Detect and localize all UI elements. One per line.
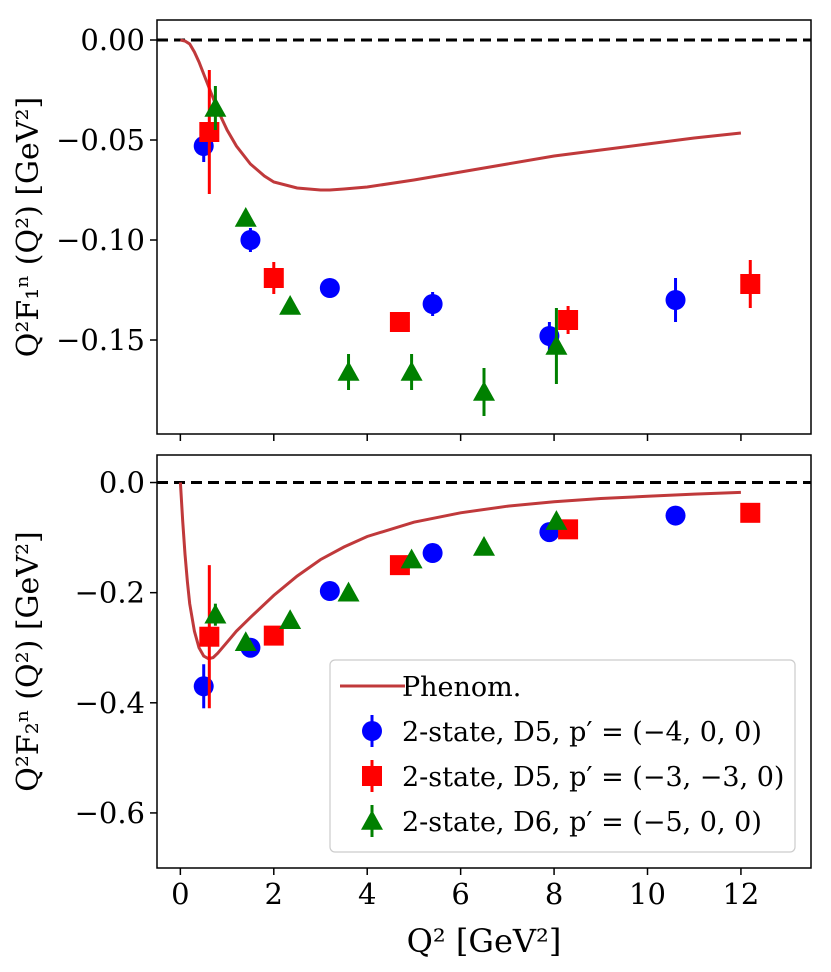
legend-label: 2-state, D5, p′ = (−4, 0, 0) <box>402 717 762 748</box>
triangle-data-point <box>234 631 257 652</box>
x-tick-label: 2 <box>265 877 283 911</box>
square-data-point <box>740 274 761 294</box>
phenom-curve <box>180 38 742 192</box>
legend-label: Phenom. <box>402 672 521 703</box>
legend-box <box>329 659 796 853</box>
top-panel-frame <box>156 19 812 435</box>
bottom-y-axis-label: Q²F₂ⁿ (Q²) [GeV²] <box>11 531 46 791</box>
triangle-data-point <box>204 603 227 624</box>
square-data-point <box>263 268 284 288</box>
x-tick-label: 4 <box>358 877 376 911</box>
triangle-data-point <box>473 535 495 556</box>
y-tick-label: −0.6 <box>75 796 145 830</box>
y-tick-label: −0.2 <box>75 576 145 610</box>
triangle-data-point <box>400 361 423 381</box>
top-panel: 0.00 −0.05 −0.10 −0.15 Q²F₁ⁿ (Q²) [GeV²] <box>11 19 812 441</box>
legend-square-swatch <box>362 766 382 786</box>
y-tick-label: −0.15 <box>56 323 145 357</box>
y-tick-label: 0.00 <box>80 23 145 57</box>
top-y-axis-label: Q²F₁ⁿ (Q²) [GeV²] <box>11 97 46 357</box>
circle-data-point <box>665 505 686 526</box>
legend-circle-swatch <box>362 721 382 741</box>
square-data-point <box>389 312 410 332</box>
circle-data-point <box>319 278 340 298</box>
legend-label: 2-state, D5, p′ = (−3, −3, 0) <box>402 762 784 793</box>
triangle-data-point <box>400 548 423 569</box>
triangle-data-point <box>545 335 568 355</box>
square-data-point <box>199 626 220 647</box>
triangle-data-point <box>337 361 360 381</box>
square-data-point <box>263 625 284 646</box>
bottom-panel-frame <box>156 454 812 869</box>
circle-data-point <box>665 290 686 310</box>
circle-data-point <box>422 543 443 564</box>
triangle-data-point <box>279 295 302 315</box>
square-data-point <box>389 555 410 576</box>
triangle-data-point <box>234 207 257 227</box>
triangle-data-point <box>473 381 495 401</box>
bottom-panel: 0.0 −0.2 −0.4 −0.6 0 2 4 6 8 10 12 Q²F₂ⁿ (Q²) [GeV… <box>11 454 812 960</box>
x-tick-label: 8 <box>545 877 563 911</box>
phenom-curve <box>178 482 741 661</box>
x-tick-label: 6 <box>451 877 469 911</box>
triangle-data-point <box>279 609 302 629</box>
square-data-point <box>558 310 579 330</box>
triangle-data-point <box>545 510 568 530</box>
y-tick-label: −0.4 <box>75 686 145 720</box>
legend: Phenom. 2-state, D5, p′ = (−4, 0, 0) 2-sta… <box>329 659 796 853</box>
circle-data-point <box>240 230 261 250</box>
circle-data-point <box>422 294 443 314</box>
y-tick-label: 0.0 <box>99 466 145 500</box>
y-tick-label: −0.10 <box>56 223 145 257</box>
legend-triangle-swatch <box>361 810 383 830</box>
circle-data-point <box>319 581 340 602</box>
legend-label: 2-state, D6, p′ = (−5, 0, 0) <box>402 807 762 838</box>
triangle-data-point <box>204 97 227 117</box>
triangle-data-point <box>337 581 360 602</box>
square-data-point <box>740 502 761 523</box>
y-tick-label: −0.05 <box>56 123 145 157</box>
x-tick-label: 12 <box>722 877 759 911</box>
x-axis-label: Q² [GeV²] <box>407 922 562 960</box>
x-tick-label: 10 <box>629 877 666 911</box>
x-tick-label: 0 <box>171 877 189 911</box>
